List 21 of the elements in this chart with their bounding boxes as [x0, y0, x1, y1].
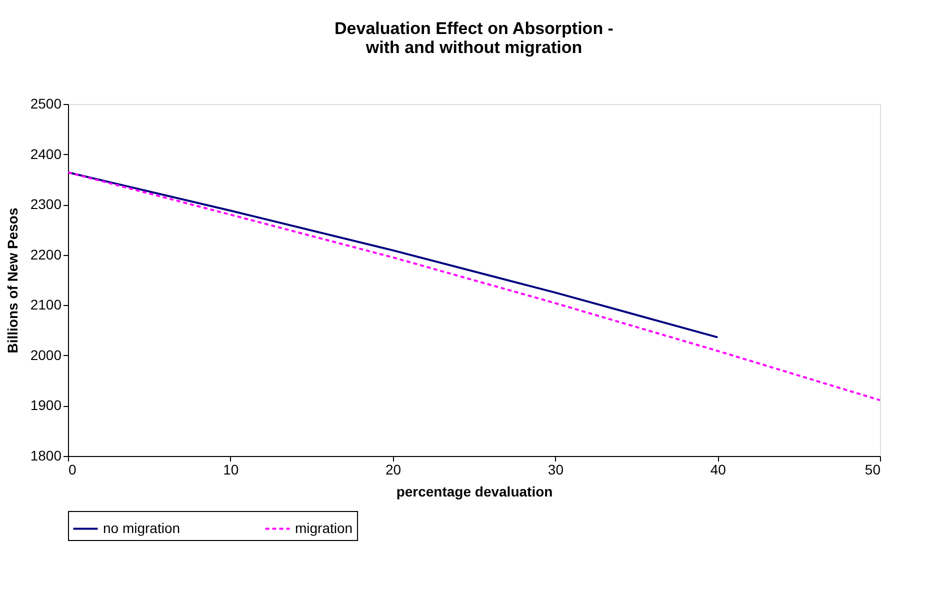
x-tick-label: 0 — [68, 462, 76, 478]
x-tick-label: 30 — [548, 462, 564, 478]
y-tick-label: 1800 — [30, 448, 62, 464]
y-tick-label: 2100 — [30, 296, 62, 313]
text: Devaluation Effect on Absorption - — [334, 19, 614, 38]
y-tick-label: 2300 — [30, 196, 62, 212]
x-tick-label: 50 — [864, 462, 881, 478]
y-tick-label: 2500 — [30, 96, 62, 112]
line-series — [67, 171, 881, 402]
y-tick-label: 1900 — [30, 397, 62, 414]
text: with and without migration — [366, 38, 582, 57]
legend-label: migration — [295, 520, 353, 536]
x-axis-title: percentage devaluation — [396, 484, 553, 500]
y-tick-label: 2000 — [30, 346, 62, 363]
y-tick-label: 2200 — [30, 246, 62, 262]
x-tick-label: 20 — [386, 462, 402, 478]
x-tick-label: 40 — [710, 462, 726, 478]
y-axis-title: Billions of New Pesos — [4, 208, 20, 354]
y-tick-label: 2400 — [30, 146, 62, 162]
legend-label: no migration — [103, 520, 180, 536]
x-tick-label: 10 — [223, 462, 239, 478]
